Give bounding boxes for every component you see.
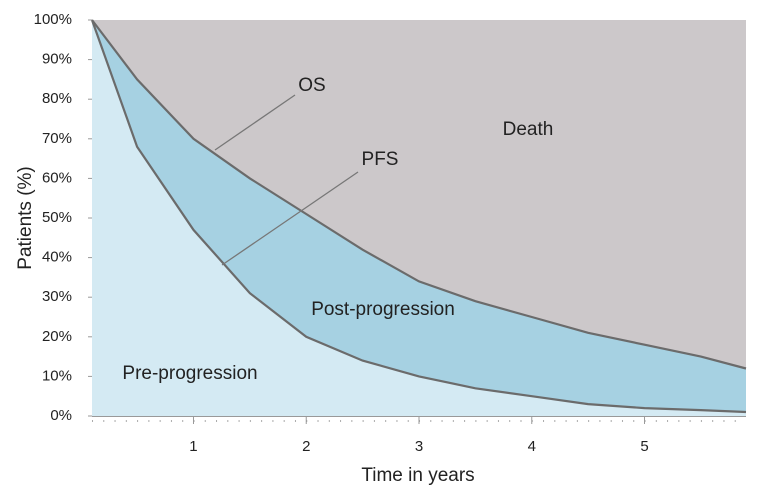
y-tick-label: 0% — [50, 407, 72, 424]
x-tick-label: 4 — [528, 438, 536, 455]
x-tick-label: 5 — [640, 438, 648, 455]
y-tick-label: 100% — [34, 11, 72, 28]
y-tick-label: 20% — [42, 328, 72, 345]
y-axis-title: Patients (%) — [15, 166, 36, 269]
pre-progression-label: Pre-progression — [122, 363, 257, 384]
line — [90, 19, 747, 414]
y-tick-label: 90% — [42, 51, 72, 68]
y-tick-label: 40% — [42, 249, 72, 266]
pfs-leader — [221, 171, 359, 266]
x-tick-label: 2 — [302, 438, 310, 455]
x-tick-label: 1 — [189, 438, 197, 455]
x-axis-title: Time in years — [361, 465, 474, 486]
y-tick-label: 10% — [42, 367, 72, 384]
os-leader — [214, 94, 296, 151]
x-tick-label: 3 — [415, 438, 423, 455]
y-tick-label: 30% — [42, 288, 72, 305]
y-tick-label: 60% — [42, 169, 72, 186]
plot-area — [90, 19, 747, 416]
y-tick-label: 80% — [42, 90, 72, 107]
pfs-label: PFS — [362, 149, 399, 170]
line — [91, 19, 747, 370]
death-label: Death — [503, 119, 554, 140]
area — [92, 20, 746, 416]
y-tick-label: 70% — [42, 130, 72, 147]
os-label: OS — [298, 75, 325, 96]
post-progression-label: Post-progression — [311, 299, 455, 320]
y-tick-label: 50% — [42, 209, 72, 226]
